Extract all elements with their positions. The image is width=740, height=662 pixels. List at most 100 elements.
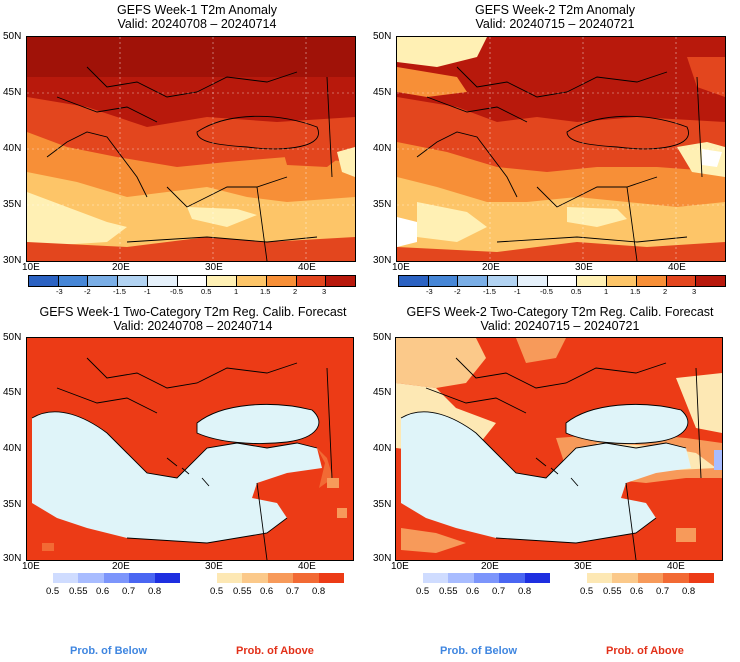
lat-label-45n: 45N: [3, 387, 22, 398]
lon-label-20e: 20E: [112, 262, 130, 273]
lat-label-40n: 40N: [373, 443, 392, 454]
colorbar-swatch: [488, 276, 518, 286]
colorbar-tick-label: 0.7: [656, 586, 670, 597]
colorbar-swatch: [296, 276, 327, 286]
anomaly-map-week1: [26, 36, 356, 262]
colorbar-tick-label: -0.5: [540, 287, 553, 296]
colorbar-swatch: [607, 276, 637, 286]
colorbar-tick-label: -2: [84, 287, 91, 296]
colorbar-swatch: [78, 573, 104, 583]
colorbar-tick-label: 0.55: [233, 586, 252, 597]
colorbar-tick-label: 0.7: [492, 586, 506, 597]
lon-label-40e: 40E: [667, 561, 685, 572]
colorbar-swatch: [118, 276, 148, 286]
colorbar-swatch: [58, 276, 89, 286]
colorbar-swatch: [517, 276, 548, 286]
colorbar-tick-label: 0.5: [201, 287, 212, 296]
lat-label-40n: 40N: [3, 443, 22, 454]
colorbar-tick-label: 0.55: [439, 586, 458, 597]
lon-label-20e: 20E: [112, 561, 130, 572]
colorbar-tick-label: 0.6: [96, 586, 110, 597]
colorbar-tick-label: 0.6: [630, 586, 644, 597]
lat-label-30n: 30N: [3, 255, 22, 266]
anomaly-colorbar: [28, 275, 356, 287]
lon-label-10e: 10E: [22, 561, 40, 572]
colorbar-tick-label: 0.5: [571, 287, 582, 296]
colorbar-tick-label: 0.55: [69, 586, 88, 597]
colorbar-swatch: [587, 573, 613, 583]
anomaly-map-week2: [396, 36, 726, 262]
colorbar-tick-label: -1.5: [483, 287, 496, 296]
colorbar-swatch: [326, 276, 356, 286]
panel-title: GEFS Week-1 T2m Anomaly: [116, 3, 277, 17]
lat-label-50n: 50N: [3, 332, 22, 343]
colorbar-swatch: [612, 573, 638, 583]
colorbar-tick-label: -1: [144, 287, 151, 296]
lat-label-35n: 35N: [373, 499, 392, 510]
colorbar-tick-label: 1.5: [630, 287, 641, 296]
lat-label-50n: 50N: [3, 31, 22, 42]
colorbar-swatch: [428, 276, 459, 286]
panel-valid-dates: Valid: 20240715 – 20240721: [480, 319, 640, 333]
panel-title: GEFS Week-1 Two-Category T2m Reg. Calib.…: [39, 305, 347, 319]
colorbar-swatch: [129, 573, 155, 583]
colorbar-tick-label: 0.8: [148, 586, 162, 597]
probability-map-week1: [26, 337, 354, 561]
lat-label-40n: 40N: [373, 143, 392, 154]
prob-below-caption: Prob. of Below: [440, 645, 517, 657]
prob-below-colorbar: [53, 573, 181, 583]
colorbar-tick-label: 0.55: [603, 586, 622, 597]
colorbar-swatch: [242, 573, 268, 583]
colorbar-swatch: [458, 276, 489, 286]
colorbar-tick-label: 0.6: [260, 586, 274, 597]
colorbar-swatch: [318, 573, 345, 583]
colorbar-swatch: [103, 573, 130, 583]
lat-label-45n: 45N: [373, 87, 392, 98]
colorbar-tick-label: 1: [604, 287, 609, 296]
panel-title: GEFS Week-2 Two-Category T2m Reg. Calib.…: [406, 305, 714, 319]
colorbar-swatch: [636, 276, 667, 286]
colorbar-swatch: [663, 573, 689, 583]
colorbar-swatch: [637, 573, 664, 583]
colorbar-tick-label: 0.8: [682, 586, 696, 597]
colorbar-swatch: [154, 573, 181, 583]
lon-label-40e: 40E: [668, 262, 686, 273]
colorbar-tick-label: 0.8: [518, 586, 532, 597]
colorbar-swatch: [524, 573, 551, 583]
colorbar-tick-label: -1: [514, 287, 521, 296]
colorbar-swatch: [696, 276, 726, 286]
colorbar-tick-label: 0.6: [466, 586, 480, 597]
lon-label-10e: 10E: [392, 262, 410, 273]
colorbar-tick-label: -0.5: [170, 287, 183, 296]
colorbar-tick-label: 3: [692, 287, 697, 296]
colorbar-swatch: [217, 573, 243, 583]
colorbar-swatch: [423, 573, 449, 583]
colorbar-swatch: [448, 573, 474, 583]
colorbar-tick-label: -1.5: [113, 287, 126, 296]
prob-above-colorbar: [217, 573, 345, 583]
colorbar-swatch: [293, 573, 319, 583]
colorbar-swatch: [29, 276, 59, 286]
colorbar-tick-label: 0.5: [580, 586, 594, 597]
prob-above-caption: Prob. of Above: [606, 645, 684, 657]
lon-label-10e: 10E: [391, 561, 409, 572]
anomaly-colorbar: [398, 275, 726, 287]
colorbar-tick-label: 1.5: [260, 287, 271, 296]
probability-map-week2: [395, 337, 723, 561]
panel-valid-dates: Valid: 20240708 – 20240714: [113, 319, 273, 333]
prob-above-caption: Prob. of Above: [236, 645, 314, 657]
colorbar-tick-label: 0.8: [312, 586, 326, 597]
colorbar-tick-label: 0.5: [46, 586, 60, 597]
colorbar-swatch: [577, 276, 608, 286]
colorbar-swatch: [237, 276, 267, 286]
panel-valid-dates: Valid: 20240715 – 20240721: [475, 17, 635, 31]
lon-label-30e: 30E: [574, 561, 592, 572]
colorbar-swatch: [177, 276, 208, 286]
prob-below-caption: Prob. of Below: [70, 645, 147, 657]
colorbar-swatch: [266, 276, 297, 286]
lon-label-20e: 20E: [482, 262, 500, 273]
lat-label-45n: 45N: [373, 387, 392, 398]
colorbar-tick-label: 0.5: [416, 586, 430, 597]
lon-label-30e: 30E: [205, 561, 223, 572]
colorbar-tick-label: 2: [663, 287, 668, 296]
